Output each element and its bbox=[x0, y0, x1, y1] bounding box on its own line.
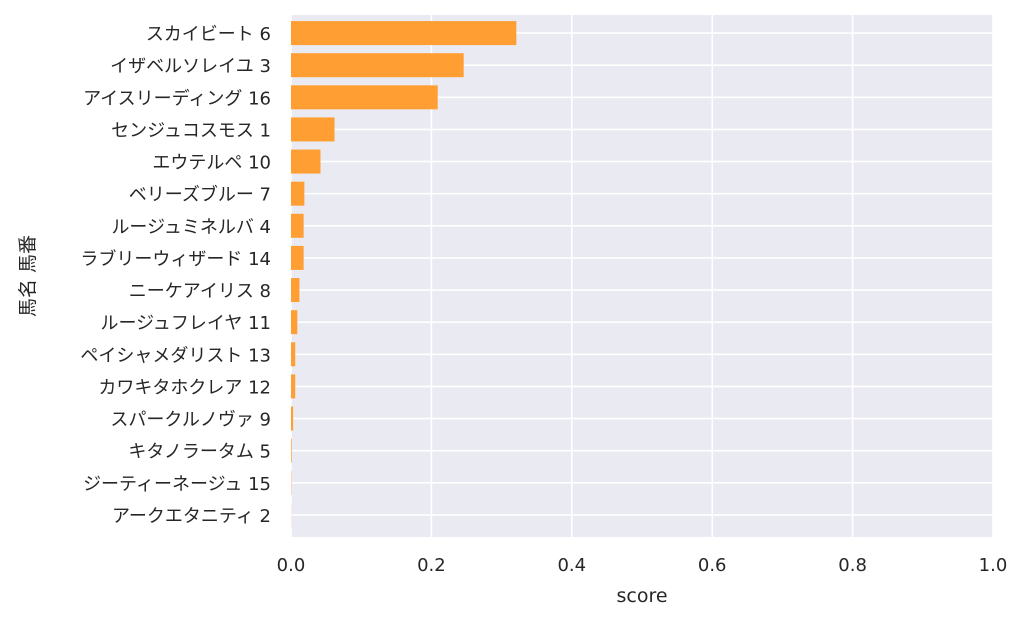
bar bbox=[291, 149, 321, 174]
x-tick-label: 0.8 bbox=[838, 555, 867, 576]
bar bbox=[291, 181, 305, 206]
x-tick-label: 0.2 bbox=[417, 555, 446, 576]
x-tick-label: 0.0 bbox=[277, 555, 306, 576]
bar bbox=[291, 21, 517, 46]
x-tick-label: 1.0 bbox=[979, 555, 1008, 576]
y-tick-label: アークエタニティ 2 bbox=[112, 506, 271, 527]
bars bbox=[291, 21, 517, 527]
bar bbox=[291, 117, 335, 142]
x-tick-label: 0.4 bbox=[557, 555, 586, 576]
y-tick-label: エウテルペ 10 bbox=[152, 153, 271, 174]
bar bbox=[291, 85, 438, 110]
y-tick-label: カワキタホクレア 12 bbox=[98, 377, 271, 398]
y-tick-label: センジュコスモス 1 bbox=[111, 120, 271, 141]
y-tick-label: アイスリーディング 16 bbox=[83, 88, 271, 109]
y-tick-label: ベリーズブルー 7 bbox=[129, 184, 271, 206]
bar bbox=[291, 53, 464, 78]
y-tick-labels: スカイビート 6 イザベルソレイユ 3 アイスリーディング 16 センジュコスモス 1… bbox=[80, 24, 271, 527]
y-tick-label: スカイビート 6 bbox=[146, 24, 271, 45]
y-tick-label: ラブリーウィザード 14 bbox=[80, 248, 271, 270]
bar bbox=[291, 310, 298, 335]
bar bbox=[291, 374, 296, 399]
bar bbox=[291, 245, 304, 270]
bar bbox=[291, 342, 296, 367]
y-tick-label: ジーティーネージュ 15 bbox=[83, 474, 271, 495]
x-tick-label: 0.6 bbox=[698, 555, 727, 576]
y-tick-label: ルージュミネルバ 4 bbox=[111, 217, 271, 238]
y-tick-label: キタノラータム 5 bbox=[128, 442, 271, 463]
y-tick-label: ニーケアイリス 8 bbox=[129, 281, 271, 302]
x-tick-labels: 0.0 0.2 0.4 0.6 0.8 1.0 bbox=[277, 555, 1008, 576]
y-tick-label: イザベルソレイユ 3 bbox=[110, 56, 271, 77]
bar bbox=[291, 406, 294, 431]
bar bbox=[291, 278, 300, 303]
bar bbox=[291, 213, 304, 238]
y-axis-title: 馬名 馬番 bbox=[17, 235, 39, 317]
y-tick-label: ペイシャメダリスト 13 bbox=[80, 345, 271, 366]
bar bbox=[291, 438, 292, 463]
y-tick-label: スパークルノヴァ 9 bbox=[110, 410, 271, 431]
x-axis-title: score bbox=[616, 585, 667, 607]
y-tick-label: ルージュフレイヤ 11 bbox=[101, 313, 271, 334]
